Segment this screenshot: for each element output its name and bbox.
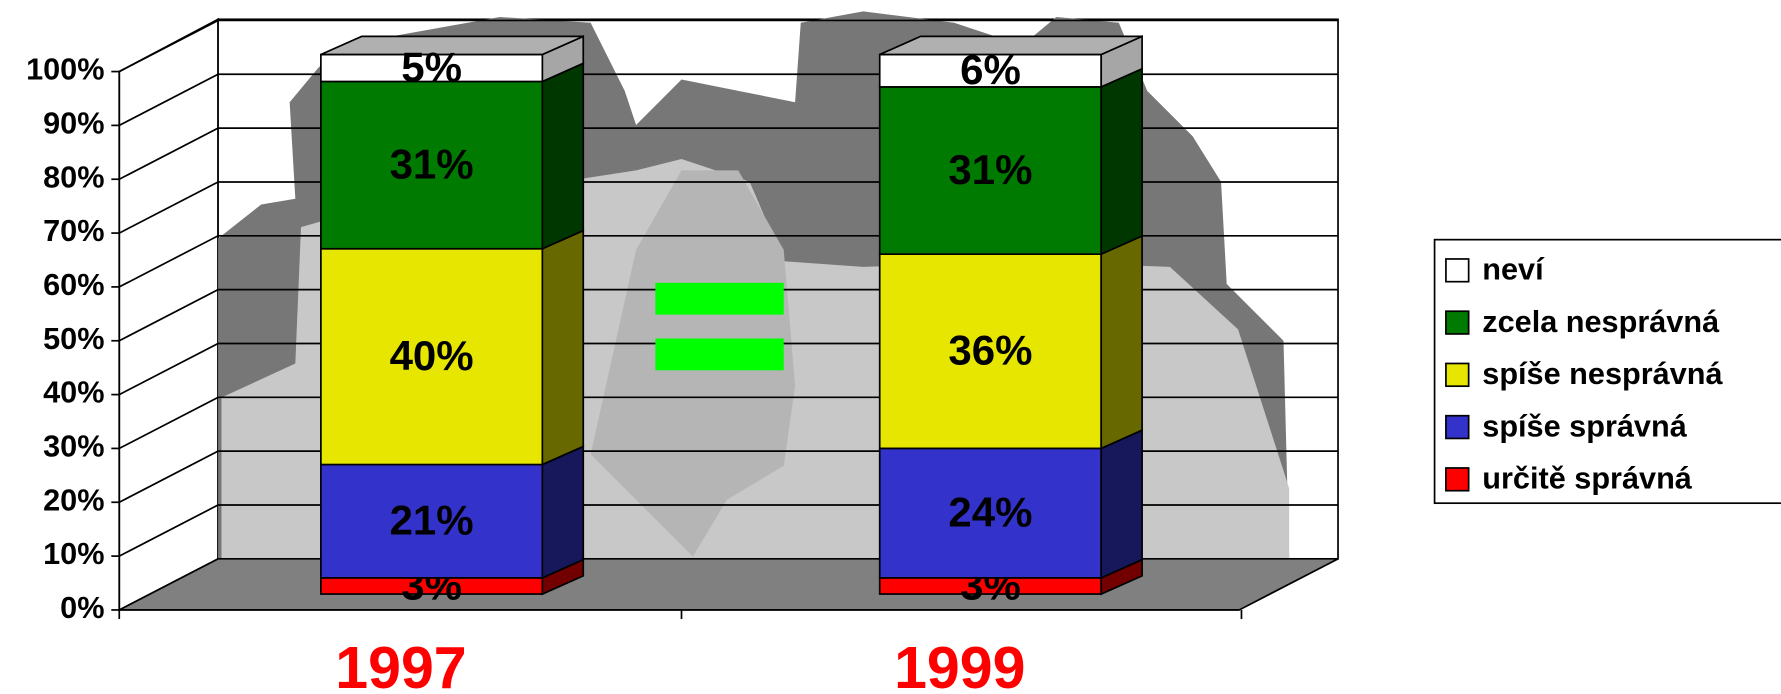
bar-segment-side-shade [1101, 430, 1143, 578]
bar-segment-side-shade [542, 446, 584, 578]
bar-segment [320, 53, 544, 83]
floor [118, 557, 1339, 611]
legend-swatch [1445, 414, 1470, 440]
y-tick-label: 10% [43, 537, 104, 571]
bar-top [879, 35, 1143, 56]
legend-label: spíše správná [1482, 409, 1687, 443]
legend-label: určitě správná [1482, 462, 1693, 496]
bar-segment-side-shade [1101, 36, 1143, 87]
legend [1433, 238, 1781, 505]
y-tick-label: 30% [43, 430, 104, 464]
y-tick-label: 70% [43, 214, 104, 248]
y-tick-label: 20% [43, 483, 104, 517]
legend-swatch [1445, 258, 1470, 283]
bar-segment-side-shade [542, 36, 584, 82]
y-tick-label: 0% [60, 591, 104, 625]
y-tick-label: 40% [43, 376, 104, 410]
value-label: 5% [401, 43, 462, 90]
legend-label: neví [1482, 253, 1545, 287]
legend-swatch [1445, 467, 1470, 492]
y-tick-label: 90% [43, 106, 104, 140]
legend-swatch [1445, 310, 1470, 335]
y-tick-label: 60% [43, 268, 104, 302]
legend-label: spíše nesprávná [1482, 357, 1723, 391]
bar-segment-side-shade [542, 559, 584, 595]
value-label: 36% [948, 327, 1032, 374]
x-tick-label: 1999 [894, 635, 1025, 694]
y-tick-label: 80% [43, 160, 104, 194]
bar-segment-side-shade [1101, 235, 1143, 449]
equals-sign [655, 282, 784, 371]
y-tick-label: 50% [43, 322, 104, 356]
value-label: 31% [948, 146, 1032, 193]
grid-line [118, 19, 1339, 73]
bar-segment-side-shade [542, 230, 584, 465]
value-label: 31% [390, 140, 474, 187]
bar-segment-side-shade [542, 63, 584, 249]
value-label: 6% [960, 46, 1021, 93]
legend-swatch [1445, 362, 1470, 388]
bar-segment-side-shade [1101, 559, 1143, 595]
bar-segment [878, 447, 1103, 579]
bar-segment [878, 53, 1103, 88]
y-tick-label: 100% [26, 53, 104, 87]
bar-segment [878, 86, 1103, 255]
bar-segment [320, 247, 544, 466]
bar-segment-side-shade [1101, 68, 1143, 255]
bars: 3%21%40%31%5%3%24%36%31%6% [320, 35, 1143, 608]
value-label: 40% [390, 332, 474, 379]
value-label: 21% [390, 497, 474, 544]
bar-segment [320, 80, 544, 250]
value-label: 24% [948, 488, 1032, 535]
x-tick-label: 1997 [335, 635, 466, 694]
bar-segment [320, 463, 544, 579]
bar-top [320, 35, 584, 56]
legend-label: zcela nesprávná [1482, 305, 1720, 339]
